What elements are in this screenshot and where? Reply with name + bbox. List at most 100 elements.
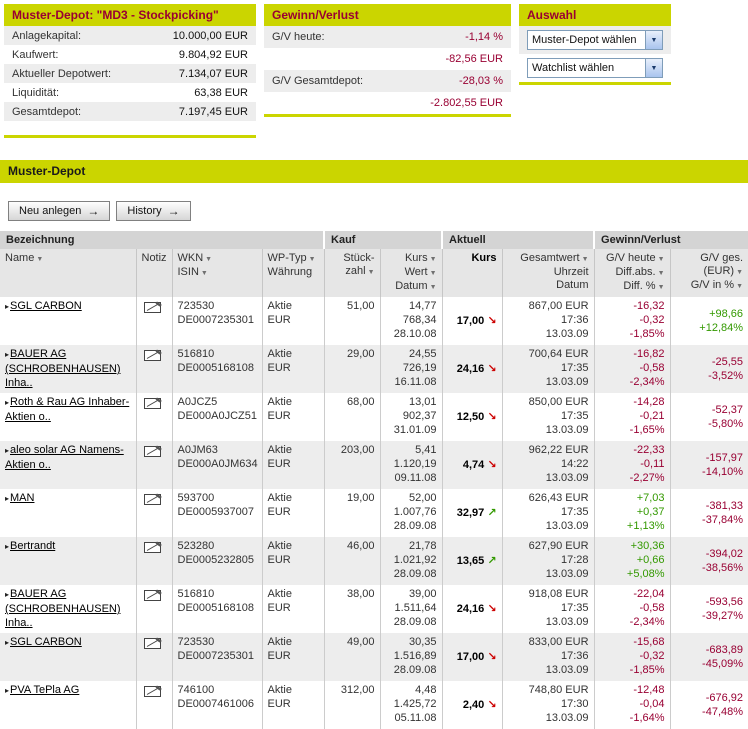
current-value-cell: 833,00 EUR 17:36 13.03.09 [501, 633, 595, 681]
column-label[interactable]: Diff.abs. [615, 266, 656, 278]
panel-depot-summary: Muster-Depot: "MD3 - Stockpicking" Anlag… [4, 4, 256, 138]
quantity-cell: 38,00 [323, 585, 381, 633]
note-edit-icon[interactable] [144, 444, 164, 462]
sort-arrow-icon[interactable]: ▼ [429, 256, 437, 263]
gv-today-value: +0,37 [636, 506, 665, 518]
sort-arrow-icon[interactable]: ▼ [200, 270, 208, 277]
dropdown-arrow-icon[interactable]: ▼ [645, 59, 662, 77]
note-edit-icon[interactable] [144, 540, 164, 558]
column-label[interactable]: G/V in % [690, 279, 735, 291]
gv-today-cell: -22,33 -0,11 -2,27% [593, 441, 671, 489]
type-currency-cell: Aktie EUR [261, 489, 325, 537]
sort-arrow-icon[interactable]: ▼ [657, 270, 665, 277]
current-price: 12,50 [456, 411, 485, 423]
bullet-icon: ▸ [5, 302, 10, 311]
currency-value: EUR [267, 458, 291, 470]
column-label[interactable]: Wert [404, 266, 428, 278]
gv-total-cell: -52,37 -5,80% [669, 393, 748, 441]
panel-bottom-accent [519, 82, 671, 85]
sort-arrow-icon[interactable]: ▼ [657, 284, 665, 291]
column-label[interactable]: Gesamtwert [520, 252, 580, 264]
purchase-cell: 52,00 1.007,76 28.09.08 [379, 489, 443, 537]
history-button[interactable]: History → [116, 201, 191, 221]
summary-value: 7.134,07 EUR [178, 67, 248, 80]
instrument-link[interactable]: MAN [10, 492, 35, 504]
buy-value: 1.021,92 [393, 554, 437, 566]
instrument-link[interactable]: Bertrandt [10, 540, 56, 552]
instrument-link[interactable]: BAUER AG (SCHROBENHAUSEN) Inha.. [5, 348, 121, 389]
column-header-notiz: Notiz [135, 249, 172, 297]
table-row: ▸MAN 593700 DE0005937007 Aktie EUR 19,00 52,00… [0, 489, 748, 537]
column-label[interactable]: G/V heute [606, 252, 656, 264]
sort-arrow-icon[interactable]: ▼ [205, 256, 213, 263]
buy-date: 05.11.08 [394, 712, 437, 724]
bullet-icon: ▸ [5, 590, 10, 599]
instrument-link[interactable]: BAUER AG (SCHROBENHAUSEN) Inha.. [5, 588, 121, 629]
wkn-value: 723530 [177, 636, 215, 648]
gv-today-value: -22,33 [633, 444, 665, 456]
instrument-link[interactable]: aleo solar AG Namens-Aktien o.. [5, 444, 124, 471]
wp-typ-value: Aktie [267, 396, 292, 408]
wp-typ-value: Aktie [267, 540, 292, 552]
column-label[interactable]: (EUR) [703, 265, 735, 277]
column-label[interactable]: WP-Typ [267, 252, 307, 264]
sort-arrow-icon[interactable]: ▼ [736, 269, 744, 276]
instrument-link[interactable]: SGL CARBON [10, 636, 82, 648]
column-header-wp-typ-waehrung: WP-Typ ▼ Währung [261, 249, 325, 297]
sort-arrow-icon[interactable]: ▼ [429, 284, 437, 291]
note-edit-icon[interactable] [144, 636, 164, 654]
column-label[interactable]: Datum [395, 280, 428, 292]
total-value: 867,00 EUR [528, 300, 589, 312]
depot-table: Bezeichnung Kauf Aktuell Gewinn/Verlust Nam… [0, 231, 748, 729]
bullet-icon: ▸ [5, 494, 10, 503]
currency-value: EUR [267, 410, 291, 422]
column-label[interactable]: Kurs [404, 252, 428, 264]
watchlist-select[interactable]: Watchlist wählen ▼ [527, 58, 663, 78]
total-value: 700,64 EUR [528, 348, 589, 360]
bullet-icon: ▸ [5, 446, 10, 455]
note-edit-icon[interactable] [144, 588, 164, 606]
sort-arrow-icon[interactable]: ▼ [308, 256, 316, 263]
quantity-cell: 51,00 [323, 297, 381, 345]
column-header-stueckzahl: Stück-zahl ▼ [323, 249, 381, 297]
muster-depot-select[interactable]: Muster-Depot wählen ▼ [527, 30, 663, 50]
column-label[interactable]: Diff. % [623, 280, 656, 292]
current-price: 17,00 [456, 315, 485, 327]
column-header-gv-ges: G/V ges. (EUR) ▼ G/V in % ▼ [669, 249, 748, 297]
column-label[interactable]: ISIN [177, 266, 199, 278]
sort-arrow-icon[interactable]: ▼ [429, 270, 437, 277]
buy-price: 52,00 [409, 492, 437, 504]
dropdown-arrow-icon[interactable]: ▼ [645, 31, 662, 49]
instrument-link[interactable]: Roth & Rau AG Inhaber-Aktien o.. [5, 396, 130, 423]
wkn-isin-cell: A0JCZ5 DE000A0JCZ51 [171, 393, 262, 441]
instrument-link[interactable]: PVA TePla AG [10, 684, 80, 696]
total-value: 627,90 EUR [528, 540, 589, 552]
summary-row: Aktueller Depotwert: 7.134,07 EUR [4, 64, 256, 83]
note-edit-icon[interactable] [144, 684, 164, 702]
note-edit-icon[interactable] [144, 300, 164, 318]
neu-anlegen-button[interactable]: Neu anlegen → [8, 201, 111, 221]
panel-depot-title: Muster-Depot: "MD3 - Stockpicking" [4, 4, 256, 26]
column-label[interactable]: Name [5, 252, 35, 264]
column-label[interactable]: zahl [345, 265, 366, 277]
sort-arrow-icon[interactable]: ▼ [657, 256, 665, 263]
toolbar: Neu anlegen → History → [0, 183, 748, 231]
sort-arrow-icon[interactable]: ▼ [36, 256, 44, 263]
select-row: Watchlist wählen ▼ [519, 54, 671, 82]
sort-arrow-icon[interactable]: ▼ [367, 269, 375, 276]
note-edit-icon[interactable] [144, 492, 164, 510]
note-edit-icon[interactable] [144, 348, 164, 366]
sort-arrow-icon[interactable]: ▼ [581, 256, 589, 263]
note-edit-icon[interactable] [144, 396, 164, 414]
gv-total-value: -676,92 [705, 692, 744, 704]
gv-total-value: -38,56% [702, 562, 744, 574]
column-header-row: Name ▼ Notiz WKN ▼ ISIN ▼ WP-Typ ▼ Währung Stück-z… [0, 249, 748, 297]
quantity-cell: 19,00 [323, 489, 381, 537]
column-label[interactable]: WKN [177, 252, 204, 264]
group-header: Bezeichnung [0, 231, 325, 249]
type-currency-cell: Aktie EUR [261, 393, 325, 441]
sort-arrow-icon[interactable]: ▼ [736, 283, 744, 290]
instrument-link[interactable]: SGL CARBON [10, 300, 82, 312]
wkn-isin-cell: 723530 DE0007235301 [171, 297, 262, 345]
isin-value: DE0005168108 [177, 362, 254, 374]
